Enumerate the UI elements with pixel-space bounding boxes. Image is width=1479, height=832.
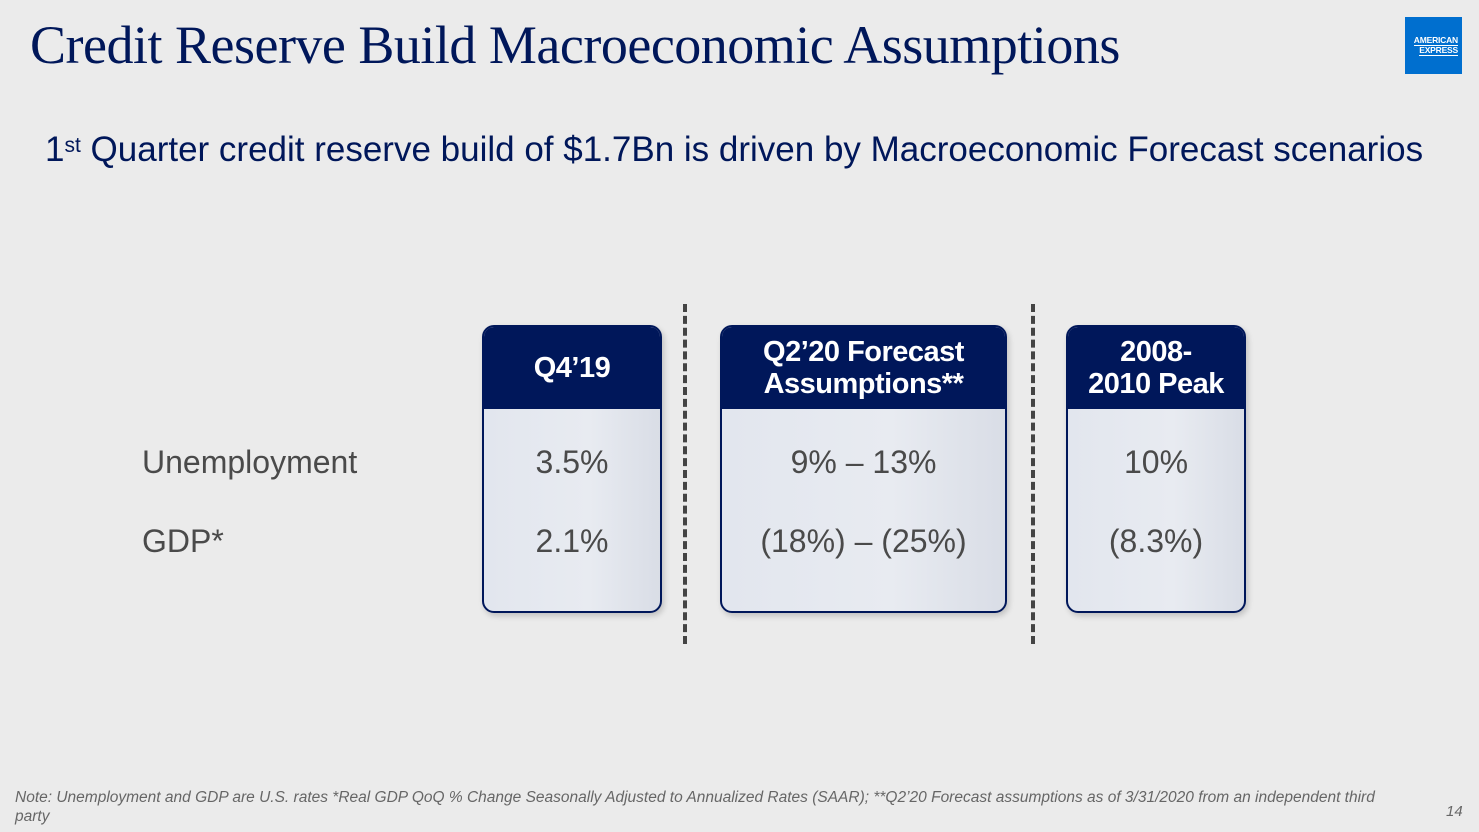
card-header-line-1: Q2’20 Forecast [763,336,964,368]
page-title: Credit Reserve Build Macroeconomic Assum… [30,15,1120,75]
card-header-line-2: Assumptions** [763,368,964,400]
card-2008-2010-peak: 2008- 2010 Peak 10% (8.3%) [1066,325,1246,613]
card-gdp-value: 2.1% [535,523,609,559]
card-header-text: Q4’19 [533,352,611,384]
subtitle-number: 1 [45,130,65,169]
footnote: Note: Unemployment and GDP are U.S. rate… [15,789,1375,825]
subtitle: 1st Quarter credit reserve build of $1.7… [45,128,1425,172]
page-number: 14 [1446,803,1463,820]
card-header-line-2: 2010 Peak [1088,368,1224,400]
subtitle-ordinal: st [64,134,81,157]
card-header: 2008- 2010 Peak [1068,327,1244,409]
subtitle-text: Quarter credit reserve build of $1.7Bn i… [80,130,1424,169]
logo-line-1: AMERICAN [1413,34,1458,46]
card-unemployment-value: 3.5% [535,444,609,480]
card-unemployment-value: 9% – 13% [790,444,937,480]
dashed-divider [1031,304,1035,644]
row-label-unemployment: Unemployment [142,444,358,480]
card-header: Q4’19 [484,327,660,409]
logo-line-2: EXPRESS [1419,44,1458,56]
dashed-divider [683,304,687,644]
card-header: Q2’20 Forecast Assumptions** [722,327,1005,409]
row-label-gdp: GDP* [142,523,224,559]
card-q4-19: Q4’19 3.5% 2.1% [482,325,662,613]
card-q2-20-forecast: Q2’20 Forecast Assumptions** 9% – 13% (1… [720,325,1007,613]
card-unemployment-value: 10% [1123,444,1189,480]
american-express-logo: AMERICAN EXPRESS [1405,17,1462,74]
card-gdp-value: (8.3%) [1108,523,1204,559]
card-gdp-value: (18%) – (25%) [760,523,967,559]
card-header-line-1: 2008- [1120,336,1192,368]
